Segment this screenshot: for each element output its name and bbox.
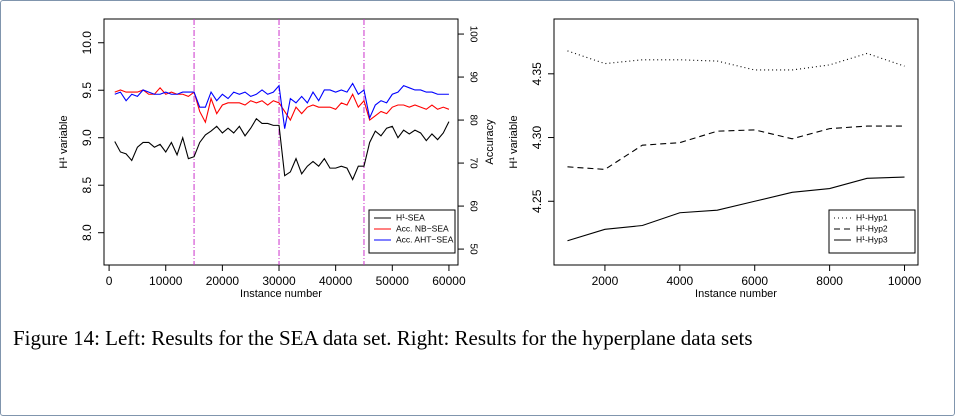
x-tick-label: 6000: [741, 274, 768, 288]
x-tick-label: 30000: [262, 274, 296, 288]
x-tick-label: 0: [106, 274, 113, 288]
x-tick-label: 50000: [376, 274, 410, 288]
y2-tick-label: 50: [467, 244, 478, 256]
y2-tick-label: 60: [467, 201, 478, 213]
series-line: [114, 82, 449, 129]
y2-tick-label: 70: [467, 158, 478, 170]
x-tick-label: 40000: [319, 274, 353, 288]
plot-frame: [553, 18, 919, 266]
series-line: [567, 125, 905, 170]
y-tick-label: 4.25: [530, 189, 544, 213]
legend-label: H¹-SEA: [396, 212, 425, 222]
legend-box: [368, 209, 456, 254]
series-line: [567, 176, 905, 242]
legend-label: H¹-Hyp1: [856, 212, 888, 222]
x-axis-label: Instance number: [240, 288, 322, 300]
plot-frame: [103, 18, 459, 266]
y-axis-label: H¹ variable: [58, 115, 70, 168]
series-line: [567, 50, 905, 71]
y2-axis-label: Accuracy: [484, 119, 496, 165]
y2-tick-label: 100: [467, 26, 478, 43]
x-tick-label: 60000: [432, 274, 466, 288]
y-tick-label: 10.0: [80, 31, 94, 55]
x-tick-label: 10000: [888, 274, 922, 288]
x-tick-label: 4000: [666, 274, 693, 288]
legend-box: [828, 209, 916, 254]
y-tick-label: 4.35: [530, 62, 544, 86]
legend-label: Acc. AHT−SEA: [396, 234, 454, 244]
y-tick-label: 8.5: [80, 177, 94, 194]
series-line: [114, 117, 450, 181]
y-axis-label: H¹ variable: [508, 115, 520, 168]
x-tick-label: 10000: [149, 274, 183, 288]
legend-label: H¹-Hyp2: [856, 223, 888, 233]
y-tick-label: 8.0: [80, 224, 94, 241]
y-tick-label: 4.30: [530, 126, 544, 150]
y2-tick-label: 90: [467, 71, 478, 83]
figure: 0 10000 20000 30000 40000 50000 60000 8.0 8.5 9.0…: [58, 18, 922, 300]
y2-tick-label: 80: [467, 115, 478, 127]
caption: Figure 14: Left: Results for the SEA dat…: [13, 326, 753, 350]
y-tick-label: 9.5: [80, 82, 94, 99]
legend-label: Acc. NB−SEA: [396, 223, 449, 233]
x-tick-label: 20000: [206, 274, 240, 288]
y-tick-label: 9.0: [80, 129, 94, 146]
legend-label: H¹-Hyp3: [856, 234, 888, 244]
x-axis-label: Instance number: [695, 288, 777, 300]
x-tick-label: 2000: [592, 274, 619, 288]
x-tick-label: 8000: [816, 274, 843, 288]
